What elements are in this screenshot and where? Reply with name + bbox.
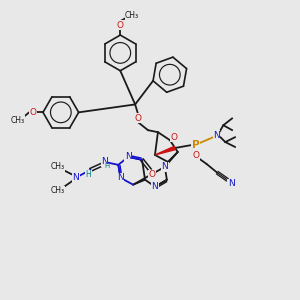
Text: O: O — [170, 133, 177, 142]
Text: N: N — [228, 179, 235, 188]
Text: O: O — [192, 152, 199, 160]
Text: CH₃: CH₃ — [51, 186, 65, 195]
Text: O: O — [117, 21, 124, 30]
Text: O: O — [148, 170, 155, 179]
Text: H: H — [86, 170, 92, 179]
Text: N: N — [213, 130, 220, 140]
Text: H: H — [105, 163, 110, 169]
Text: O: O — [30, 108, 37, 117]
Text: N: N — [125, 152, 132, 161]
Text: O: O — [135, 114, 142, 123]
Text: N: N — [152, 182, 158, 191]
Text: CH₃: CH₃ — [125, 11, 139, 20]
Text: N: N — [101, 158, 108, 166]
Text: P: P — [192, 140, 200, 150]
Text: CH₃: CH₃ — [10, 116, 24, 125]
Polygon shape — [155, 146, 175, 155]
Text: N: N — [117, 173, 124, 182]
Text: N: N — [72, 173, 79, 182]
Text: CH₃: CH₃ — [51, 162, 65, 171]
Text: N: N — [161, 162, 168, 171]
